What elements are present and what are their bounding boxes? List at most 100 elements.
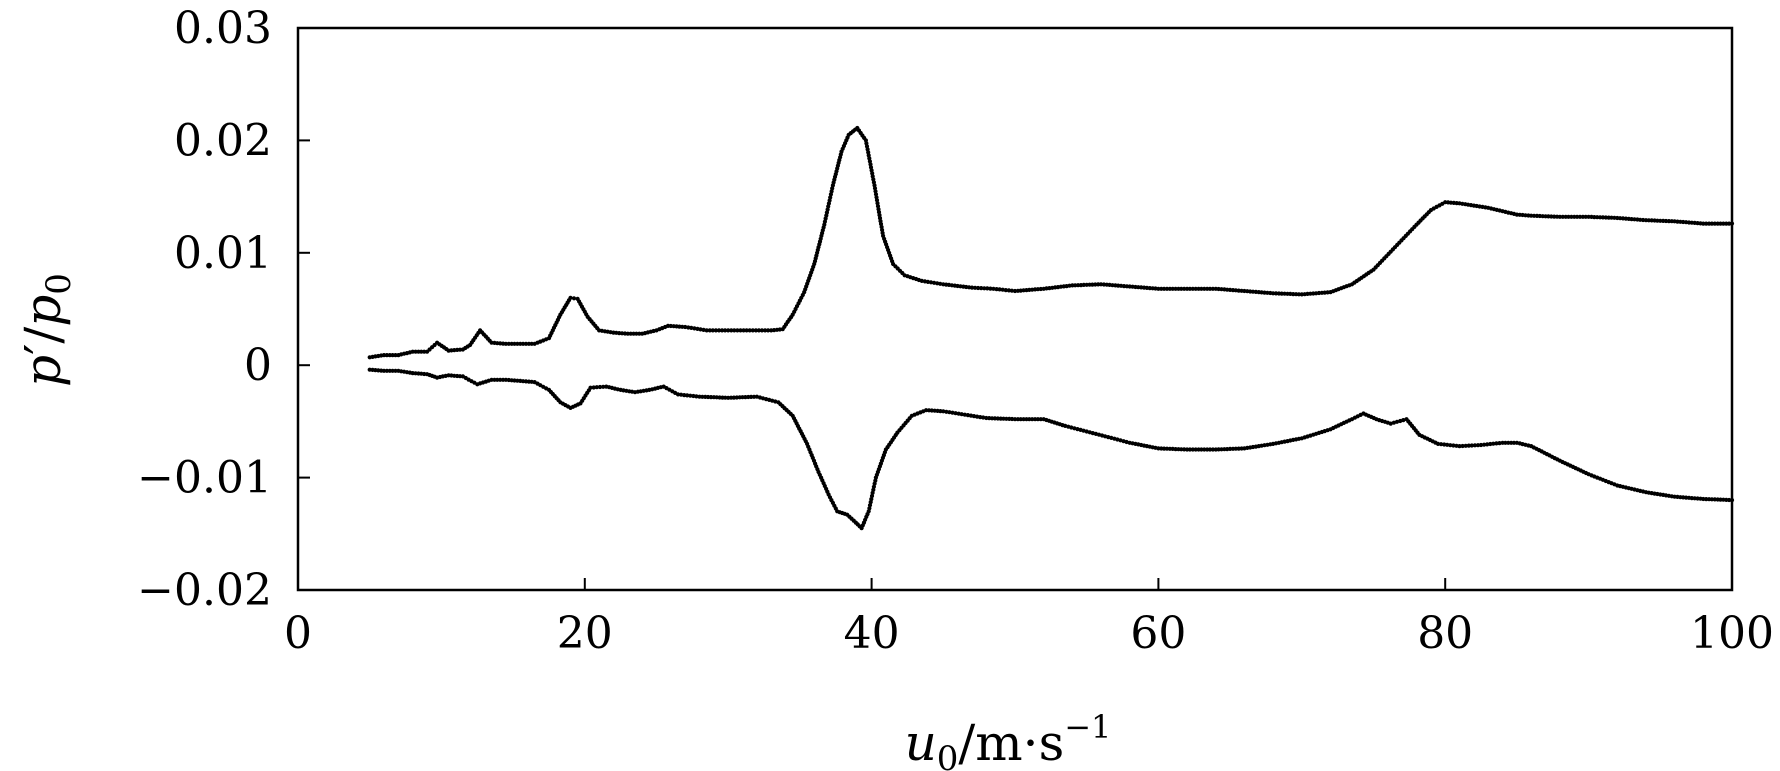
data-point — [962, 412, 967, 417]
data-point — [384, 353, 389, 358]
data-markers — [367, 125, 1735, 531]
data-point — [1709, 221, 1714, 226]
x-tick-label: 80 — [1417, 608, 1473, 659]
data-point — [521, 341, 526, 346]
data-point — [953, 411, 958, 416]
data-point — [1560, 214, 1565, 219]
data-point — [1210, 447, 1215, 452]
data-point — [637, 331, 642, 336]
data-point — [689, 325, 694, 330]
data-point — [976, 285, 981, 291]
data-point — [738, 328, 743, 333]
data-point — [971, 414, 977, 419]
data-point — [390, 368, 395, 373]
data-point — [1494, 441, 1499, 446]
data-point — [1190, 286, 1195, 291]
data-point — [381, 353, 387, 358]
data-point — [1190, 447, 1195, 452]
data-point — [982, 286, 987, 291]
data-point — [1482, 442, 1487, 447]
data-point — [1038, 417, 1043, 422]
data-point — [529, 341, 534, 346]
data-point — [1193, 286, 1198, 291]
data-point — [1179, 286, 1184, 291]
data-point — [1491, 441, 1496, 446]
series-1 — [367, 125, 1735, 360]
data-point — [591, 385, 596, 390]
data-point — [1485, 442, 1490, 447]
data-point — [1018, 417, 1023, 422]
data-point — [716, 328, 722, 333]
data-point — [975, 414, 980, 419]
data-point — [1156, 286, 1161, 291]
data-point — [759, 328, 765, 333]
data-point — [1210, 286, 1215, 291]
data-point — [698, 327, 703, 332]
data-point — [1718, 221, 1723, 226]
x-axis-label: u0/m·s−1 — [905, 708, 1112, 771]
data-point — [1173, 286, 1178, 291]
data-point — [588, 385, 593, 390]
data-point — [701, 327, 706, 332]
data-point — [1466, 443, 1471, 448]
data-point — [381, 368, 387, 373]
data-point — [1469, 443, 1474, 448]
data-point — [1187, 447, 1192, 452]
data-point — [692, 326, 697, 331]
data-point — [1199, 286, 1204, 291]
data-point — [1721, 221, 1726, 226]
data-point — [1182, 286, 1187, 291]
data-point — [979, 286, 984, 291]
data-point — [1202, 447, 1207, 452]
data-point — [947, 410, 952, 415]
data-point — [1566, 214, 1571, 219]
data-point — [634, 331, 639, 336]
data-point — [969, 285, 975, 290]
data-point — [1435, 441, 1441, 446]
data-point — [1021, 417, 1026, 422]
data-point — [756, 328, 762, 333]
data-point — [938, 281, 943, 286]
data-point — [1575, 214, 1580, 219]
x-tick-label: 60 — [1130, 608, 1186, 659]
data-point — [1503, 440, 1508, 445]
data-point — [1401, 418, 1406, 423]
data-point — [950, 410, 955, 415]
data-point — [1207, 286, 1213, 291]
data-point — [628, 331, 633, 336]
data-point — [1388, 421, 1393, 426]
data-point — [988, 286, 993, 291]
data-point — [919, 278, 924, 283]
data-point — [515, 341, 520, 346]
data-point — [601, 384, 606, 389]
data-point — [1207, 447, 1213, 452]
data-point — [707, 328, 712, 333]
data-point — [1030, 417, 1035, 422]
data-point — [763, 328, 768, 333]
data-point — [1170, 286, 1175, 291]
series-2 — [367, 367, 1735, 531]
data-point — [571, 296, 577, 301]
data-point — [723, 328, 728, 333]
data-point — [704, 328, 709, 333]
data-point — [1704, 221, 1709, 226]
data-point — [1457, 444, 1462, 449]
y-axis-label: p′/p0 — [14, 273, 79, 387]
data-point — [1472, 443, 1477, 448]
data-point — [997, 287, 1002, 292]
data-point — [753, 328, 759, 333]
data-point — [981, 415, 986, 420]
data-point — [393, 368, 398, 373]
data-point — [720, 328, 725, 333]
data-point — [1027, 417, 1032, 422]
data-point — [1727, 221, 1732, 226]
data-point — [506, 341, 511, 346]
data-point — [1712, 221, 1717, 226]
data-point — [985, 286, 990, 291]
y-tick-label: −0.02 — [137, 565, 272, 616]
data-point — [991, 286, 996, 291]
data-point — [928, 280, 934, 285]
data-point — [685, 393, 690, 398]
data-point — [1035, 417, 1040, 422]
